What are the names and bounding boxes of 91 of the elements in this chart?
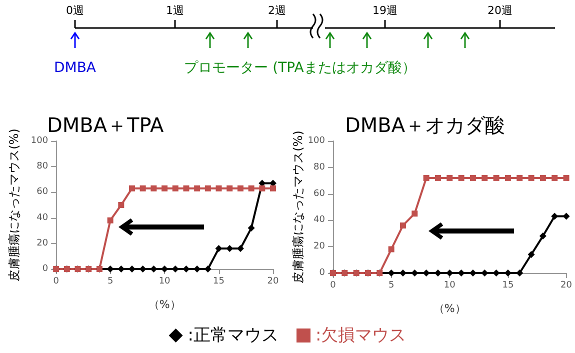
text: DMBA [54,60,96,76]
point [204,185,211,192]
point [400,222,406,228]
point [129,185,135,192]
x-tick-label: 5 [388,280,394,290]
point [504,174,511,181]
point [481,270,488,276]
x-axis-title: （%） [433,302,466,315]
y-tick-label: 40 [314,215,326,226]
x-tick-label: 0 [53,276,60,286]
point [423,174,430,181]
point [422,270,430,276]
x-tick-label: 10 [444,280,456,290]
point [226,185,233,192]
point [259,185,266,192]
point [411,270,418,276]
text: 20週 [488,4,512,17]
point [162,185,168,192]
point [172,266,179,272]
point [106,266,114,272]
point [528,174,534,181]
point [107,217,114,224]
point [562,212,570,220]
x-tick-label: 15 [502,280,514,290]
x-axis-title: （%） [148,298,181,311]
chart-title: DMBA＋TPA [47,113,164,137]
point [248,185,254,192]
point [540,174,546,181]
point [446,174,453,181]
legend-label: :正常マウス [188,326,279,346]
y-tick-label: 20 [36,238,48,248]
y-tick-label: 80 [314,162,326,172]
point [183,185,190,192]
point [516,174,523,181]
y-tick-label: 40 [36,212,48,223]
y-tick-label: 0 [42,264,48,274]
point [493,174,500,181]
point [492,270,500,276]
legend-label: :欠損マウス [316,326,406,346]
point [446,270,454,276]
point [194,185,200,192]
point [528,251,535,258]
point [552,174,558,181]
text: 1週 [166,4,184,17]
y-tick-label: 20 [314,242,326,252]
point [482,174,488,181]
y-tick-label: 60 [36,187,48,198]
point [150,185,157,192]
y-tick-label: 100 [30,136,48,146]
point [458,270,465,276]
point [270,185,276,192]
point [216,185,222,192]
point [172,185,178,192]
text: プロモーター (TPAまたはオカダ酸） [184,60,416,76]
y-axis-title: 皮膚腫瘍になったマウス(%) [290,130,305,284]
point [139,266,146,272]
y-tick-label: 100 [308,136,326,146]
point [248,224,255,232]
point [563,174,570,181]
y-tick-label: 0 [319,268,326,278]
text: 0週 [66,4,84,17]
point [412,210,418,217]
point [434,174,441,181]
x-tick-label: 5 [107,276,114,286]
y-axis-title: 皮膚腫瘍になったマウス(%) [7,128,21,282]
point [215,245,222,252]
point [388,246,394,252]
point [551,212,558,220]
text: 2週 [268,4,286,17]
point [182,266,190,272]
point [140,185,146,192]
x-tick-label: 10 [158,276,171,286]
text: 19週 [372,4,398,17]
point [539,232,546,240]
point [458,174,464,181]
y-tick-label: 80 [36,162,48,172]
x-tick-label: 20 [560,280,572,290]
y-tick-label: 60 [314,188,326,199]
point [150,266,158,272]
point [118,266,125,272]
point [226,245,234,252]
x-tick-label: 15 [213,276,224,286]
chart-title: DMBA＋オカダ酸 [345,113,506,137]
point [237,185,244,192]
x-tick-label: 20 [267,276,279,286]
point [118,202,124,208]
point [388,270,395,276]
point [470,174,476,181]
point [128,266,136,272]
point [516,270,524,276]
x-tick-label: 0 [330,280,336,290]
